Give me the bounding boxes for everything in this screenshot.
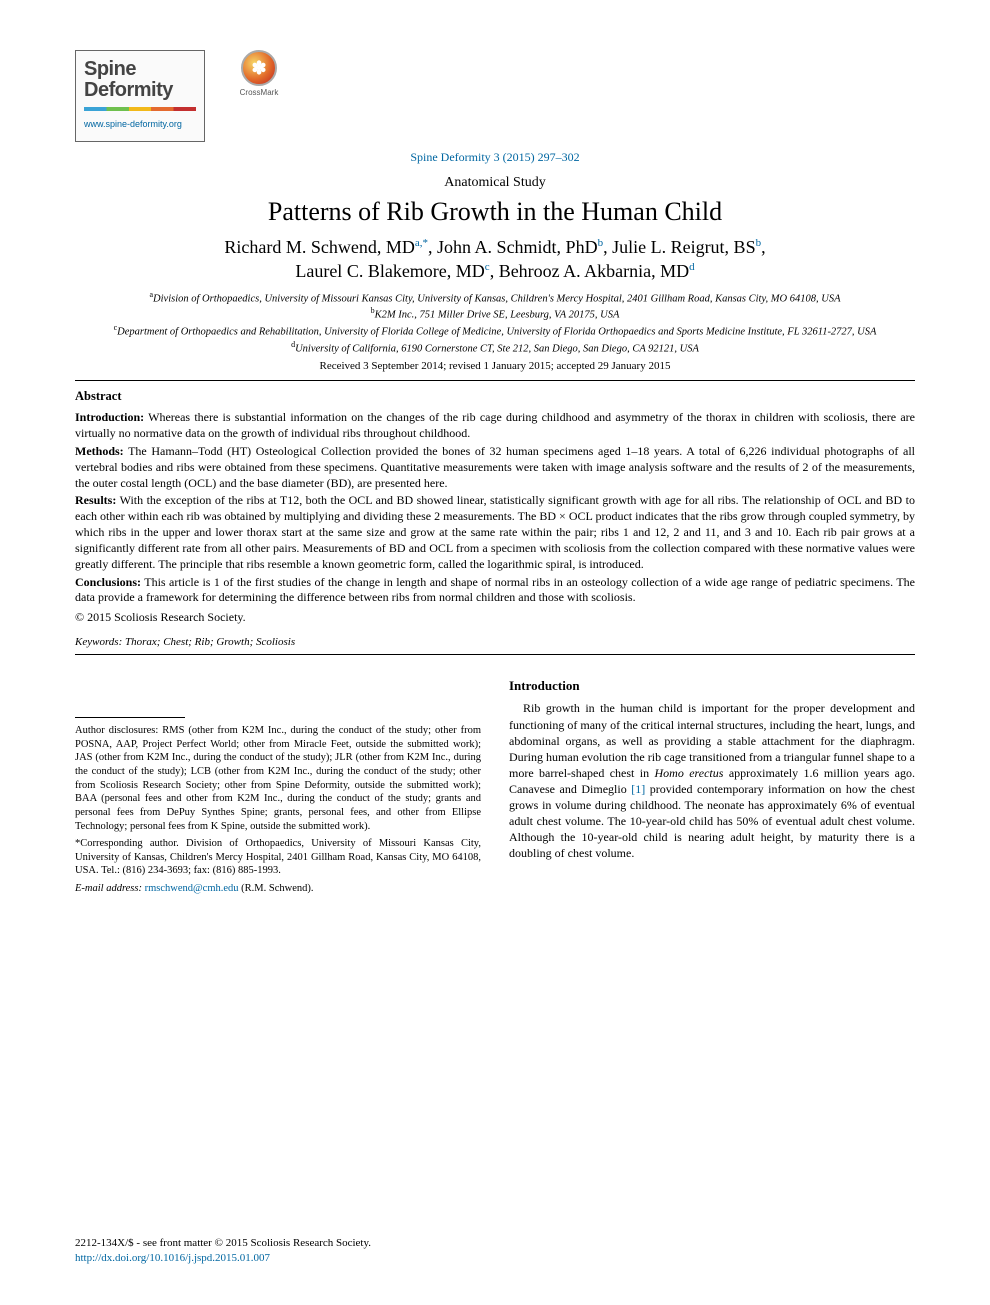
authors-block: Richard M. Schwend, MDa,*, John A. Schmi…	[75, 235, 915, 284]
crossmark-icon: ✽	[241, 50, 277, 86]
header-row: Spine Deformity www.spine-deformity.org …	[75, 50, 915, 142]
crossmark-label: CrossMark	[231, 88, 287, 97]
author-3-affil: b	[756, 237, 762, 249]
abstract-heading: Abstract	[75, 389, 915, 404]
journal-citation: Spine Deformity 3 (2015) 297–302	[75, 150, 915, 165]
abs-results-label: Results:	[75, 493, 116, 507]
footnotes: Author disclosures: RMS (other from K2M …	[75, 724, 481, 896]
affil-c: Department of Orthopaedics and Rehabilit…	[117, 326, 876, 337]
keywords-label: Keywords:	[75, 636, 122, 648]
abstract-body: Introduction: Whereas there is substanti…	[75, 410, 915, 626]
email-tail: (R.M. Schwend).	[239, 883, 314, 894]
email-label: E-mail address:	[75, 883, 145, 894]
abs-conclusions-label: Conclusions:	[75, 575, 141, 589]
crossmark-badge[interactable]: ✽ CrossMark	[231, 50, 287, 97]
abs-methods-text: The Hamann–Todd (HT) Osteological Collec…	[75, 444, 915, 490]
article-title: Patterns of Rib Growth in the Human Chil…	[75, 197, 915, 227]
journal-website-link[interactable]: www.spine-deformity.org	[84, 119, 196, 129]
author-1-affil: a,*	[415, 237, 428, 249]
footer-issn: 2212-134X/$ - see front matter © 2015 Sc…	[75, 1236, 915, 1250]
journal-logo-title-line1: Spine	[84, 59, 196, 80]
keywords-line: Keywords: Thorax; Chest; Rib; Growth; Sc…	[75, 636, 915, 648]
author-5: , Behrooz A. Akbarnia, MD	[490, 261, 689, 281]
abs-results-text: With the exception of the ribs at T12, b…	[75, 493, 915, 570]
affil-a: Division of Orthopaedics, University of …	[153, 293, 840, 304]
abs-methods-label: Methods:	[75, 444, 124, 458]
affil-d: University of California, 6190 Cornersto…	[295, 343, 699, 354]
journal-logo-title-line2: Deformity	[84, 80, 196, 101]
divider	[75, 654, 915, 655]
author-4: Laurel C. Blakemore, MD	[295, 261, 484, 281]
divider	[75, 380, 915, 381]
author-3: , Julie L. Reigrut, BS	[603, 237, 756, 257]
affil-b: K2M Inc., 751 Miller Drive SE, Leesburg,…	[375, 310, 620, 321]
footer: 2212-134X/$ - see front matter © 2015 Sc…	[75, 1236, 915, 1265]
abs-conclusions-text: This article is 1 of the first studies o…	[75, 575, 915, 605]
email-link[interactable]: rmschwend@cmh.edu	[145, 883, 239, 894]
intro-paragraph: Rib growth in the human child is importa…	[509, 700, 915, 861]
article-type: Anatomical Study	[75, 175, 915, 191]
author-5-affil: d	[689, 261, 695, 273]
journal-logo: Spine Deformity www.spine-deformity.org	[75, 50, 205, 142]
reference-citation[interactable]: [1]	[631, 782, 645, 796]
journal-logo-stripe-icon	[84, 107, 196, 111]
intro-heading: Introduction	[509, 677, 915, 694]
article-dates: Received 3 September 2014; revised 1 Jan…	[75, 360, 915, 372]
footnote-divider	[75, 717, 185, 718]
author-2: , John A. Schmidt, PhD	[428, 237, 598, 257]
right-column: Introduction Rib growth in the human chi…	[509, 677, 915, 900]
abs-intro-text: Whereas there is substantial information…	[75, 410, 915, 440]
left-column: Author disclosures: RMS (other from K2M …	[75, 677, 481, 900]
abs-intro-label: Introduction:	[75, 410, 144, 424]
copyright: © 2015 Scoliosis Research Society.	[75, 610, 915, 626]
keywords-text: Thorax; Chest; Rib; Growth; Scoliosis	[122, 636, 295, 648]
author-1: Richard M. Schwend, MD	[224, 237, 414, 257]
affiliations: aDivision of Orthopaedics, University of…	[75, 290, 915, 357]
species-name: Homo erectus	[655, 766, 724, 780]
author-disclosures: Author disclosures: RMS (other from K2M …	[75, 724, 481, 833]
corresponding-author: *Corresponding author. Division of Ortho…	[75, 837, 481, 878]
body-columns: Author disclosures: RMS (other from K2M …	[75, 677, 915, 900]
footer-doi-link[interactable]: http://dx.doi.org/10.1016/j.jspd.2015.01…	[75, 1251, 915, 1265]
